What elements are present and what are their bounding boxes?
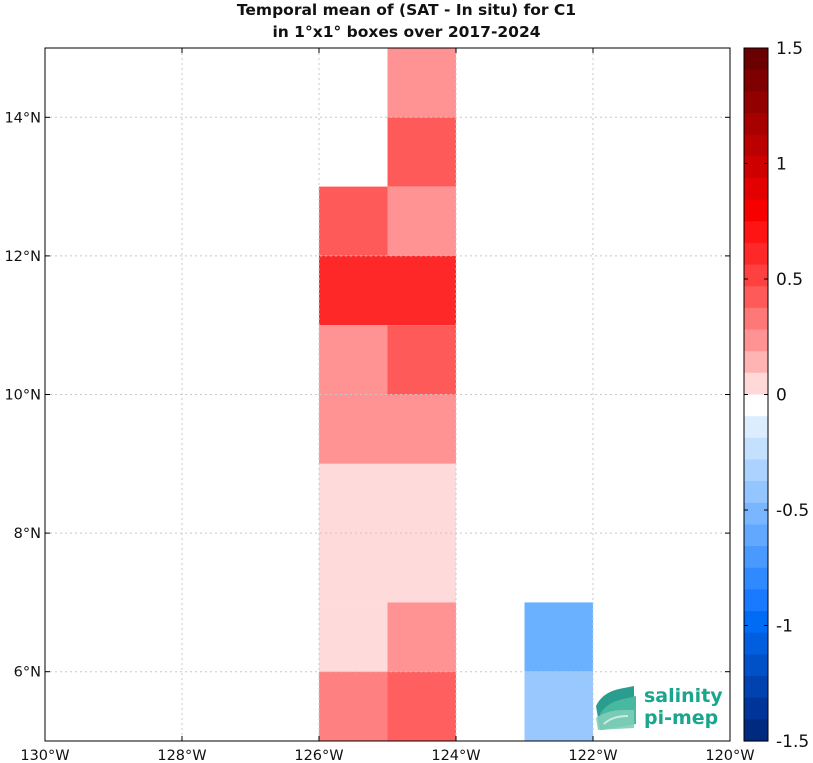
colorbar-segment xyxy=(744,286,768,309)
chart-title-line1: Temporal mean of (SAT - In situ) for C1 xyxy=(236,1,577,19)
heatmap-cell xyxy=(387,602,456,672)
colorbar-segment xyxy=(744,307,768,331)
colorbar-segment xyxy=(744,459,768,482)
x-tick-label: 126°W xyxy=(294,748,343,763)
colorbar-segment xyxy=(744,69,768,92)
heatmap-cell xyxy=(524,602,593,672)
colorbar: 1.5 1 0.5 0 -0.5 -1 -1.5 xyxy=(743,39,809,752)
colorbar-segment xyxy=(744,112,768,136)
x-tick-label: 128°W xyxy=(157,748,206,763)
y-tick-label: 12°N xyxy=(4,249,41,265)
y-tick-label: 14°N xyxy=(4,110,41,126)
logo-line2: pi-mep xyxy=(644,707,718,729)
y-tick-label: 10°N xyxy=(4,388,41,404)
heatmap-cell xyxy=(319,394,388,464)
colorbar-segment xyxy=(744,481,768,504)
heatmap-cell xyxy=(387,533,456,603)
colorbar-segment xyxy=(744,676,768,699)
colorbar-segment xyxy=(744,48,768,71)
colorbar-segment xyxy=(744,156,768,179)
heatmap-cell xyxy=(387,394,456,464)
x-tick-label: 130°W xyxy=(20,748,69,763)
colorbar-tick-label: -1.5 xyxy=(776,732,809,752)
colorbar-segment xyxy=(744,242,768,266)
x-tick-label: 122°W xyxy=(568,748,617,763)
heatmap-cell xyxy=(387,186,456,256)
colorbar-segment xyxy=(744,91,768,114)
colorbar-tick-label: -0.5 xyxy=(776,501,809,521)
colorbar-segment xyxy=(744,697,768,720)
colorbar-segment xyxy=(744,177,768,201)
colorbar-segment xyxy=(744,351,768,374)
heatmap-cell xyxy=(387,117,456,187)
colorbar-segment xyxy=(744,416,768,439)
heatmap-cell xyxy=(319,325,388,395)
colorbar-segment xyxy=(744,199,768,222)
colorbar-tick-label: 1 xyxy=(776,155,787,175)
heatmap-cell xyxy=(319,671,388,741)
salinity-pimep-logo: salinity pi-mep xyxy=(596,685,723,730)
heatmap-cell xyxy=(387,48,456,118)
colorbar-segment xyxy=(744,134,768,157)
heatmap-cell xyxy=(387,325,456,395)
y-tick-label: 8°N xyxy=(14,526,41,542)
colorbar-segment xyxy=(744,502,768,526)
colorbar-segment xyxy=(744,632,768,655)
colorbar-segment xyxy=(744,264,768,287)
y-tick-label: 6°N xyxy=(14,665,41,681)
colorbar-segment xyxy=(744,329,768,352)
colorbar-tick-label: 1.5 xyxy=(776,39,803,59)
heatmap-cell xyxy=(319,255,388,326)
axis-ticks: 130°W 128°W 126°W 124°W 122°W 120°W 6°N 8°N 10°N… xyxy=(4,48,755,763)
colorbar-segment xyxy=(744,524,768,547)
heatmap-cells xyxy=(319,48,593,741)
heatmap-cell xyxy=(319,533,388,603)
x-tick-label: 124°W xyxy=(431,748,480,763)
colorbar-segment xyxy=(744,221,768,244)
heatmap-cell xyxy=(524,671,593,741)
colorbar-segment xyxy=(744,589,768,612)
colorbar-segment xyxy=(744,394,768,417)
colorbar-segment xyxy=(744,546,768,569)
colorbar-segment xyxy=(744,437,768,461)
heatmap-cell xyxy=(387,463,456,534)
heatmap-cell xyxy=(387,255,456,326)
chart-title-line2: in 1°x1° boxes over 2017-2024 xyxy=(272,23,541,41)
heatmap-cell xyxy=(319,186,388,256)
colorbar-tick-label: 0 xyxy=(776,386,787,406)
gridlines xyxy=(45,48,730,741)
colorbar-segment xyxy=(744,567,768,591)
colorbar-segment xyxy=(744,372,768,396)
colorbar-segment xyxy=(744,611,768,634)
wave-logo-icon xyxy=(596,686,636,730)
heatmap-cell xyxy=(319,463,388,534)
heatmap-cell xyxy=(319,602,388,672)
colorbar-tick-label: 0.5 xyxy=(776,270,803,290)
colorbar-segment xyxy=(744,719,768,742)
x-tick-label: 120°W xyxy=(705,748,754,763)
heatmap-cell xyxy=(387,671,456,741)
colorbar-segment xyxy=(744,654,768,677)
colorbar-tick-label: -1 xyxy=(776,617,793,637)
logo-line1: salinity xyxy=(644,685,723,707)
